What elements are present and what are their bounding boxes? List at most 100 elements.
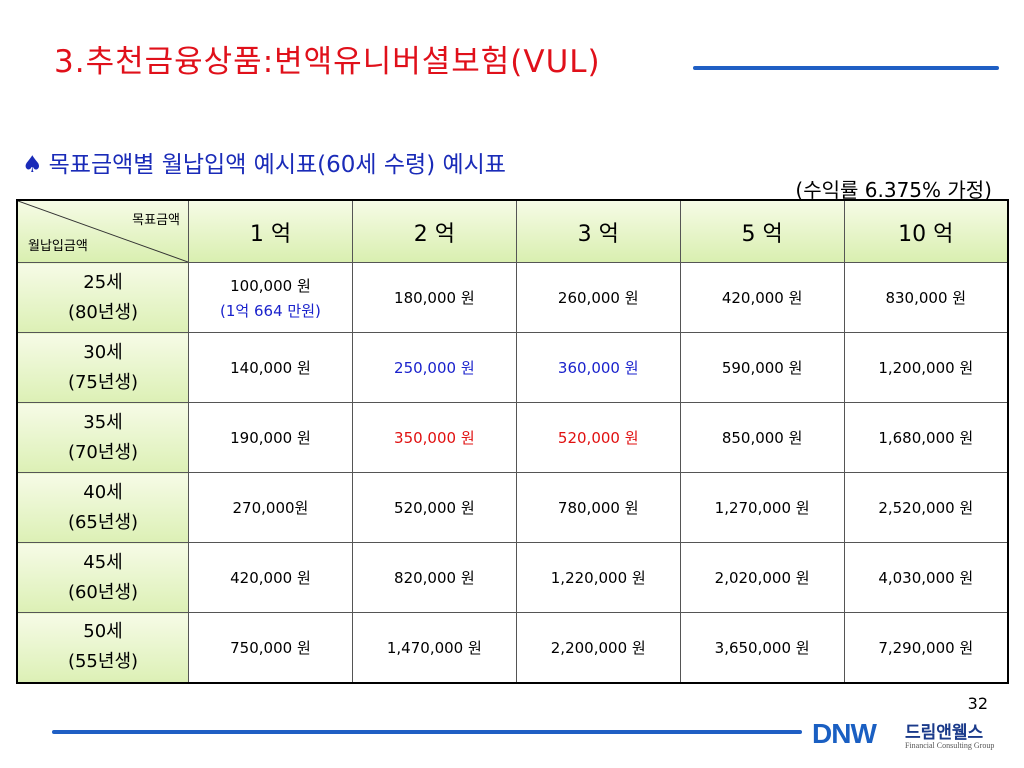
table-row: 50세 (55년생) 750,000 원 1,470,000 원 2,200,000 원… — [16, 612, 1009, 683]
premium-cell: 590,000 원 — [679, 332, 845, 403]
premium-cell: 1,270,000 원 — [679, 472, 845, 543]
table-caption: ♠ 목표금액별 월납입액 예시표(60세 수령) 예시표 — [22, 145, 506, 179]
logo-tagline: Financial Consulting Group — [905, 741, 995, 750]
premium-cell: 140,000 원 — [188, 332, 353, 403]
premium-cell: 750,000 원 — [188, 612, 353, 683]
age-cell: 45세 (60년생) — [16, 542, 189, 613]
logo-name: 드림앤웰스 — [905, 723, 984, 743]
premium-value: 180,000 원 — [394, 289, 475, 307]
diagonal-divider — [18, 201, 188, 262]
column-header: 10 억 — [843, 199, 1009, 263]
table-row: 30세 (75년생) 140,000 원 250,000 원 360,000 원 590,… — [16, 332, 1009, 403]
table-body: 25세 (80년생) 100,000 원 (1억 664 만원) 180,000 원 26… — [16, 262, 1009, 683]
premium-value: 520,000 원 — [394, 499, 475, 517]
premium-cell: 520,000 원 — [515, 402, 681, 473]
logo-mark: DNW — [812, 718, 877, 749]
premium-cell: 2,020,000 원 — [679, 542, 845, 613]
premium-value: 2,520,000 원 — [878, 499, 974, 517]
column-header: 3 억 — [515, 199, 681, 263]
premium-value: 1,470,000 원 — [386, 638, 482, 657]
premium-cell: 780,000 원 — [515, 472, 681, 543]
birth-year-label: (60년생) — [67, 581, 139, 603]
premium-value: 420,000 원 — [721, 289, 803, 307]
premium-cell: 350,000 원 — [351, 402, 517, 473]
table-row: 25세 (80년생) 100,000 원 (1억 664 만원) 180,000 원 26… — [16, 262, 1009, 333]
premium-value: 750,000 원 — [230, 638, 311, 657]
premium-cell: 1,200,000 원 — [843, 332, 1009, 403]
age-label: 45세 — [83, 551, 123, 573]
age-cell: 30세 (75년생) — [16, 332, 189, 403]
premium-value: 4,030,000 원 — [878, 569, 974, 587]
age-cell: 40세 (65년생) — [16, 472, 189, 543]
premium-value: 2,020,000 원 — [714, 569, 810, 587]
corner-header: 목표금액 월납입금액 — [16, 199, 189, 263]
projected-amount-note: (1억 664 만원) — [220, 301, 321, 320]
premium-cell: 360,000 원 — [515, 332, 681, 403]
premium-value: 270,000원 — [232, 499, 309, 517]
premium-cell: 270,000원 — [188, 472, 353, 543]
column-header: 2 억 — [351, 199, 517, 263]
birth-year-label: (70년생) — [67, 441, 139, 463]
page-number: 32 — [967, 694, 988, 713]
premium-cell: 2,200,000 원 — [515, 612, 681, 683]
slide-title: 3.추천금융상품:변액유니버셜보험(VUL) — [54, 44, 601, 80]
birth-year-label: (75년생) — [67, 371, 139, 393]
premium-value: 1,220,000 원 — [550, 569, 646, 587]
premium-cell: 850,000 원 — [679, 402, 845, 473]
premium-cell: 100,000 원 (1억 664 만원) — [188, 262, 353, 333]
age-label: 30세 — [83, 341, 123, 363]
premium-cell: 190,000 원 — [188, 402, 353, 473]
premium-cell: 180,000 원 — [351, 262, 517, 333]
premium-value: 420,000 원 — [230, 569, 311, 587]
premium-value: 820,000 원 — [394, 569, 475, 587]
premium-cell: 2,520,000 원 — [843, 472, 1009, 543]
premium-cell: 520,000 원 — [351, 472, 517, 543]
premium-value: 350,000 원 — [394, 429, 475, 447]
premium-cell: 7,290,000 원 — [843, 612, 1009, 683]
age-label: 50세 — [83, 621, 123, 643]
premium-value: 1,680,000 원 — [878, 429, 974, 447]
table-row: 40세 (65년생) 270,000원 520,000 원 780,000 원 1,270… — [16, 472, 1009, 543]
premium-cell: 3,650,000 원 — [679, 612, 845, 683]
premium-cell: 820,000 원 — [351, 542, 517, 613]
table-row: 45세 (60년생) 420,000 원 820,000 원 1,220,000 원 2,… — [16, 542, 1009, 613]
title-underline — [693, 66, 999, 70]
premium-value: 850,000 원 — [721, 429, 803, 447]
age-label: 40세 — [83, 481, 123, 503]
premium-value: 360,000 원 — [557, 359, 639, 377]
premium-value: 140,000 원 — [230, 359, 311, 377]
age-label: 25세 — [83, 271, 123, 293]
birth-year-label: (65년생) — [67, 511, 139, 533]
footer-rule — [52, 730, 802, 734]
premium-value: 190,000 원 — [230, 429, 311, 447]
premium-value: 1,270,000 원 — [714, 499, 810, 517]
premium-value: 250,000 원 — [394, 359, 475, 377]
premium-cell: 1,470,000 원 — [351, 612, 517, 683]
birth-year-label: (80년생) — [67, 301, 139, 323]
table-row: 35세 (70년생) 190,000 원 350,000 원 520,000 원 850,… — [16, 402, 1009, 473]
table-caption-text: 목표금액별 월납입액 예시표(60세 수령) 예시표 — [48, 152, 506, 178]
column-header: 1 억 — [188, 199, 353, 263]
age-cell: 25세 (80년생) — [16, 262, 189, 333]
age-cell: 35세 (70년생) — [16, 402, 189, 473]
age-cell: 50세 (55년생) — [16, 612, 189, 683]
corner-target-label: 목표금액 — [132, 213, 180, 228]
premium-cell: 260,000 원 — [515, 262, 681, 333]
assumption-note: (수익률 6.375% 가정) — [795, 178, 992, 202]
premium-cell: 1,680,000 원 — [843, 402, 1009, 473]
premium-cell: 250,000 원 — [351, 332, 517, 403]
premium-cell: 4,030,000 원 — [843, 542, 1009, 613]
premium-value: 2,200,000 원 — [550, 638, 646, 657]
premium-cell: 1,220,000 원 — [515, 542, 681, 613]
premium-cell: 420,000 원 — [188, 542, 353, 613]
spade-icon: ♠ — [22, 152, 43, 178]
premium-value: 3,650,000 원 — [714, 638, 810, 657]
premium-value: 260,000 원 — [557, 289, 639, 307]
premium-value: 590,000 원 — [721, 359, 803, 377]
premium-value: 830,000 원 — [885, 289, 967, 307]
header-row: 목표금액 월납입금액 1 억 2 억 3 억 5 억 10 억 — [16, 199, 1009, 263]
company-logo: DNW 드림앤웰스 Financial Consulting Group — [812, 716, 995, 756]
corner-payment-label: 월납입금액 — [28, 239, 88, 254]
premium-table: 목표금액 월납입금액 1 억 2 억 3 억 5 억 10 억 25세 (80년생… — [16, 199, 1009, 684]
premium-value: 780,000 원 — [557, 499, 639, 517]
